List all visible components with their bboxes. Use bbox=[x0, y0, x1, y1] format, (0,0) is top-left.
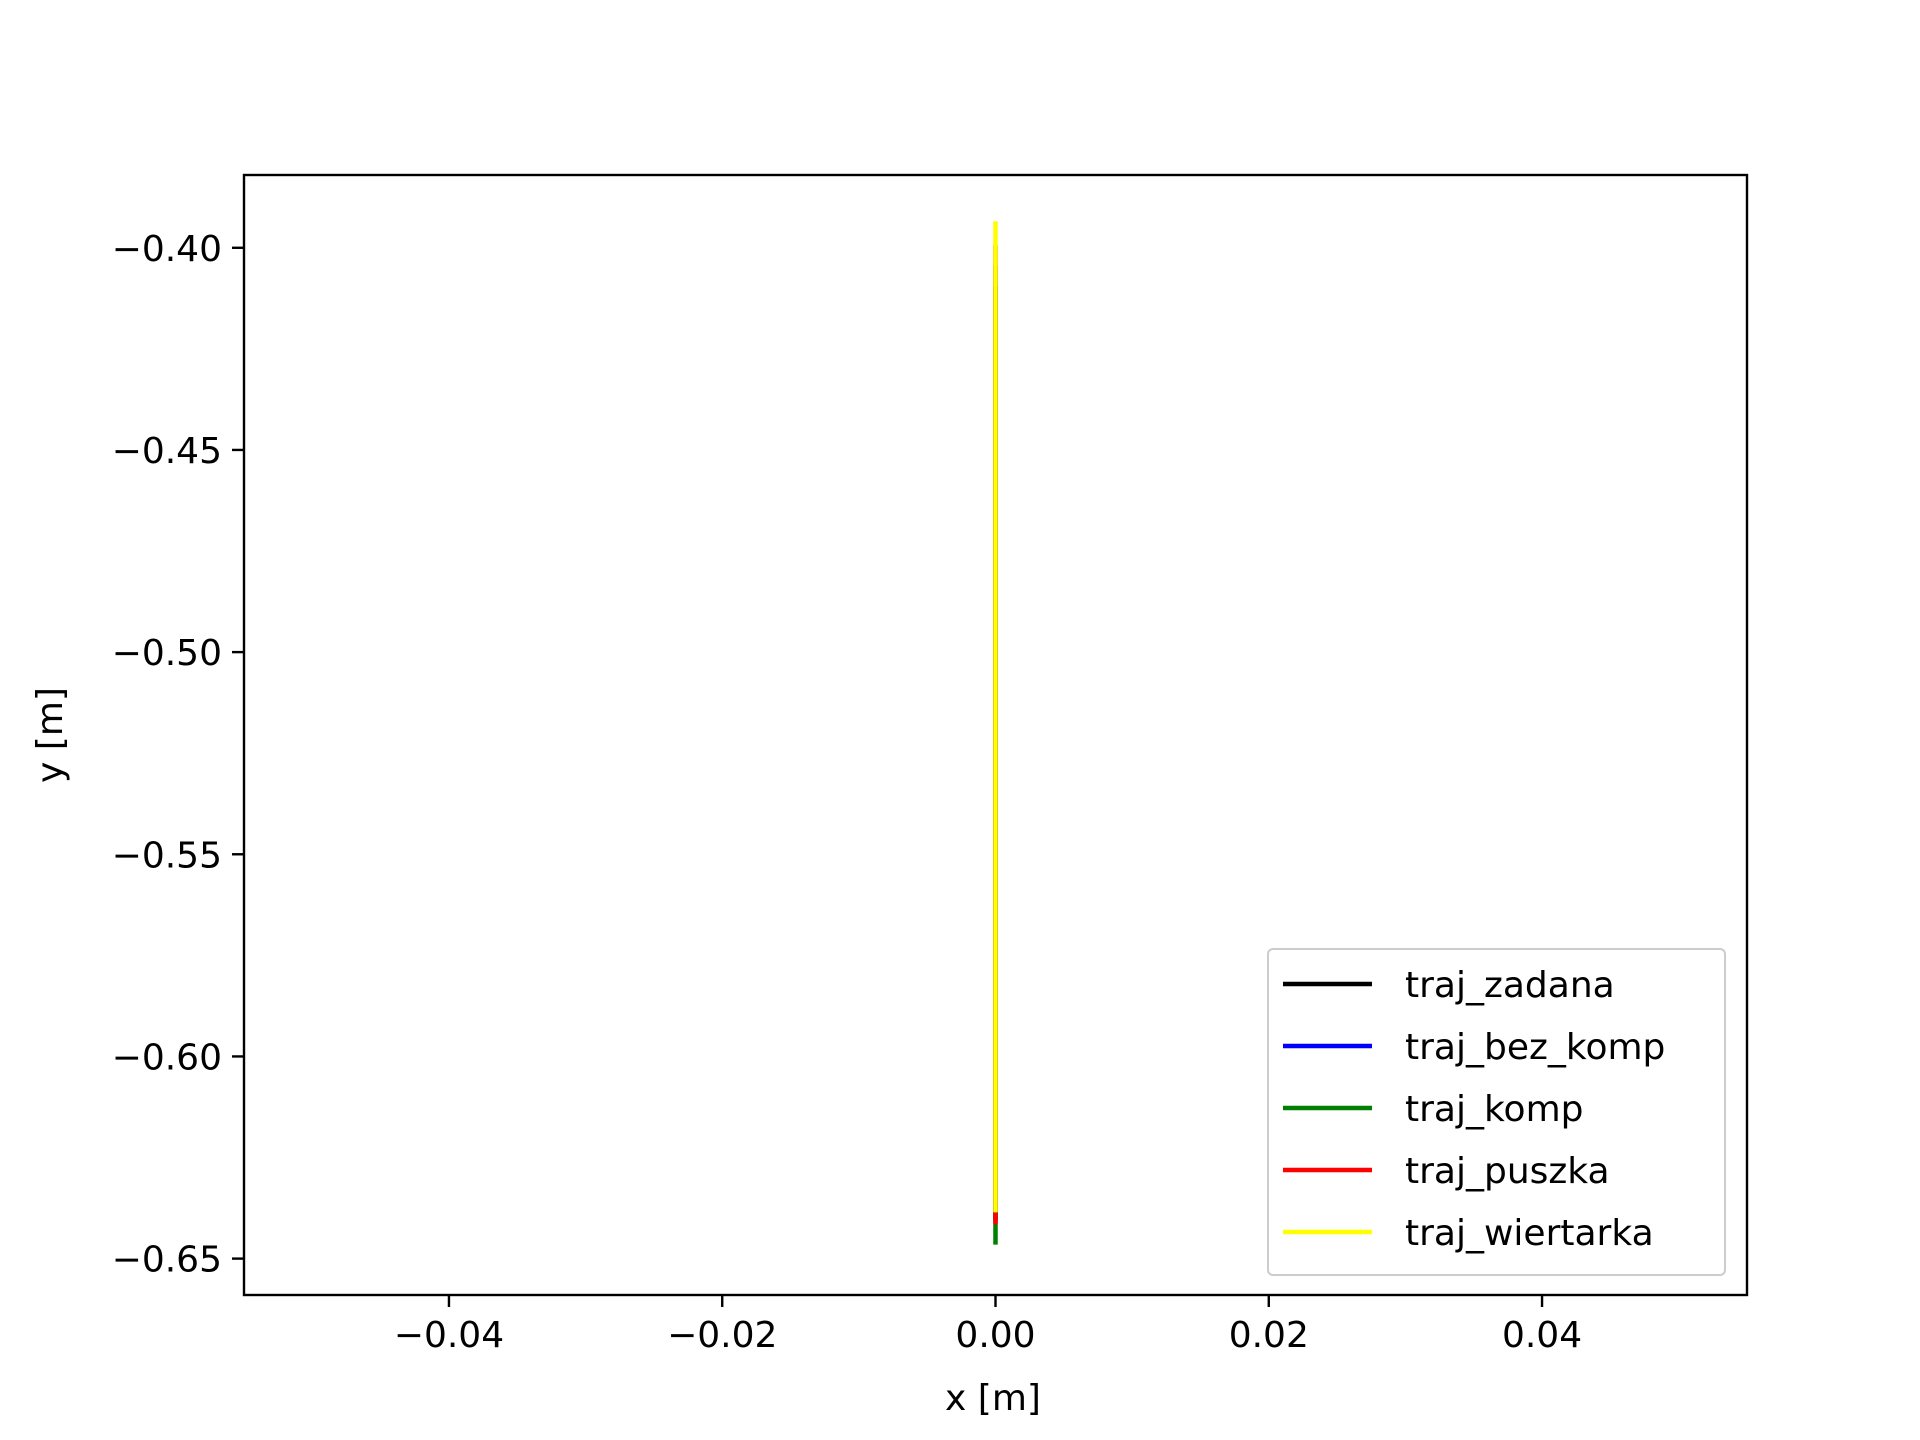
x-tick-label: 0.02 bbox=[1229, 1315, 1309, 1356]
y-tick-label: −0.40 bbox=[112, 229, 222, 270]
legend: traj_zadana traj_bez_komp traj_komp traj_pu… bbox=[1267, 948, 1726, 1276]
legend-label-traj-zadana: traj_zadana bbox=[1405, 965, 1615, 1006]
y-tick-label: −0.55 bbox=[112, 835, 222, 876]
x-tick-label: 0.00 bbox=[955, 1315, 1035, 1356]
y-tick-label: −0.65 bbox=[112, 1240, 222, 1281]
legend-label-traj-wiertarka: traj_wiertarka bbox=[1405, 1213, 1654, 1254]
y-tick-label: −0.60 bbox=[112, 1037, 222, 1078]
x-tick-label: 0.04 bbox=[1502, 1315, 1582, 1356]
y-tick-label: −0.50 bbox=[112, 633, 222, 674]
y-axis-label: y [m] bbox=[30, 687, 71, 783]
x-tick-label: −0.04 bbox=[394, 1315, 504, 1356]
legend-label-traj-puszka: traj_puszka bbox=[1405, 1151, 1610, 1192]
x-axis-label: x [m] bbox=[945, 1378, 1041, 1419]
y-axis-ticks: −0.40 −0.45 −0.50 −0.55 −0.60 −0.65 bbox=[112, 229, 244, 1281]
x-axis-ticks: −0.04 −0.02 0.00 0.02 0.04 bbox=[394, 1295, 1582, 1356]
legend-label-traj-bez-komp: traj_bez_komp bbox=[1405, 1027, 1665, 1068]
legend-label-traj-komp: traj_komp bbox=[1405, 1089, 1584, 1130]
legend-box bbox=[1267, 948, 1726, 1276]
x-tick-label: −0.02 bbox=[667, 1315, 777, 1356]
y-tick-label: −0.45 bbox=[112, 431, 222, 472]
